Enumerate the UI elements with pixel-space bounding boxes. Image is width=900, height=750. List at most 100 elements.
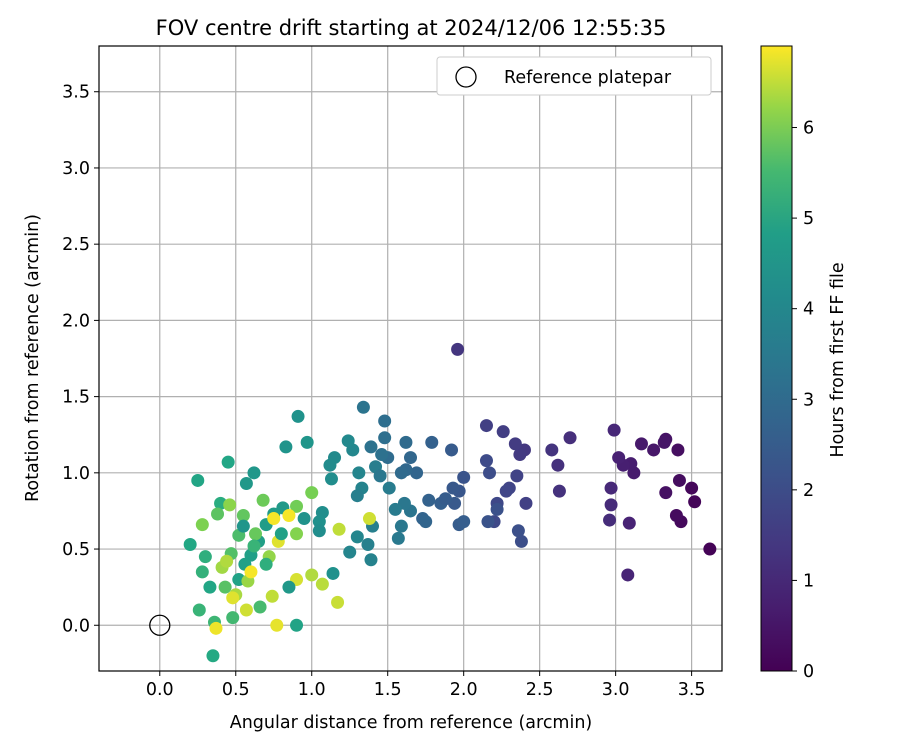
scatter-point [324,472,338,486]
scatter-point [362,512,376,526]
scatter-point [612,451,626,465]
scatter-point [382,481,396,495]
scatter-point [332,522,346,536]
y-tick-label: 3.5 [62,83,90,103]
scatter-point [394,519,408,533]
scatter-point [391,531,405,545]
colorbar-ticks: 0 1 2 3 4 5 6 [792,119,814,682]
x-tick-label: 3.0 [602,680,630,700]
scatter-point [404,451,417,465]
scatter-point [669,509,683,523]
scatter-point [394,466,408,480]
scatter-point [457,470,471,484]
scatter-point [364,553,378,567]
scatter-point [226,611,240,625]
y-tick-label: 1.0 [62,464,90,484]
scatter-point [685,481,699,495]
scatter-point [352,466,366,480]
data-points [183,342,717,663]
scatter-point [496,425,510,439]
scatter-point [513,448,527,462]
scatter-point [203,580,217,594]
colorbar-tick-label: 0 [803,662,814,682]
scatter-point [378,431,392,445]
scatter-point [198,550,212,564]
scatter-point [422,493,436,507]
x-tick-label: 2.0 [450,680,478,700]
scatter-point [220,554,234,568]
scatter-point [236,509,250,523]
x-tick-label: 0.5 [222,680,250,700]
scatter-point [312,515,326,529]
scatter-point [239,477,253,490]
legend: Reference platepar [436,56,712,96]
scatter-point [483,466,497,480]
scatter-point [253,600,267,614]
scatter-point [290,499,304,513]
scatter-point [510,469,524,483]
colorbar-tick-label: 3 [803,390,814,410]
scatter-point [300,435,314,449]
y-tick-label: 2.0 [62,311,90,331]
y-tick-label: 3.0 [62,159,90,179]
scatter-point [267,512,281,526]
scatter-point [622,516,636,530]
scatter-point [195,518,209,532]
scatter-point [425,435,439,449]
scatter-point [397,496,411,510]
x-tick-label: 2.5 [526,680,554,700]
y-axis-ticks: 0.0 0.5 1.0 1.5 2.0 2.5 3.0 3.5 [62,83,99,636]
scatter-point [218,580,232,594]
scatter-point [419,515,433,529]
x-tick-label: 0.0 [146,680,174,700]
scatter-point [331,595,345,609]
scatter-point [323,458,337,472]
legend-box [436,56,712,96]
y-tick-label: 1.5 [62,388,90,408]
scatter-point [703,542,717,556]
scatter-point [291,409,305,423]
scatter-point [671,443,685,457]
scatter-point [451,342,465,356]
scatter-point [305,568,319,582]
scatter-point [659,486,673,500]
scatter-point [259,557,273,571]
scatter-point [350,489,364,503]
y-tick-label: 0.0 [62,616,90,636]
scatter-point [211,507,225,521]
scatter-point [226,591,240,605]
colorbar-tick-label: 1 [803,571,814,591]
scatter-point [239,603,253,617]
scatter-point [247,539,261,553]
scatter-point [326,566,340,580]
scatter-point [341,434,355,448]
scatter-point [519,496,533,510]
scatter-point [672,473,686,487]
scatter-point [604,481,618,495]
scatter-point [552,484,566,498]
scatter-point [249,527,263,541]
scatter-point [657,435,671,449]
scatter-point [621,568,635,582]
scatter-point [545,443,559,457]
scatter-point [356,400,370,414]
scatter-point [603,513,617,527]
scatter-point [410,466,424,480]
scatter-point [551,458,565,472]
x-tick-label: 1.0 [298,680,326,700]
scatter-point [282,580,296,594]
reference-layer [149,614,171,636]
scatter-point [265,589,279,603]
scatter-point [378,414,392,428]
x-axis-label: Angular distance from reference (arcmin) [230,713,593,733]
scatter-point [209,621,223,635]
chart-title: FOV centre drift starting at 2024/12/06 … [156,16,667,40]
grid [99,46,722,671]
x-tick-label: 3.5 [678,680,706,700]
scatter-point [511,524,525,538]
scatter-point [479,419,493,433]
scatter-point [206,649,220,663]
scatter-point [499,484,513,498]
scatter-point [223,498,237,512]
y-axis-label: Rotation from reference (arcmin) [23,214,43,502]
